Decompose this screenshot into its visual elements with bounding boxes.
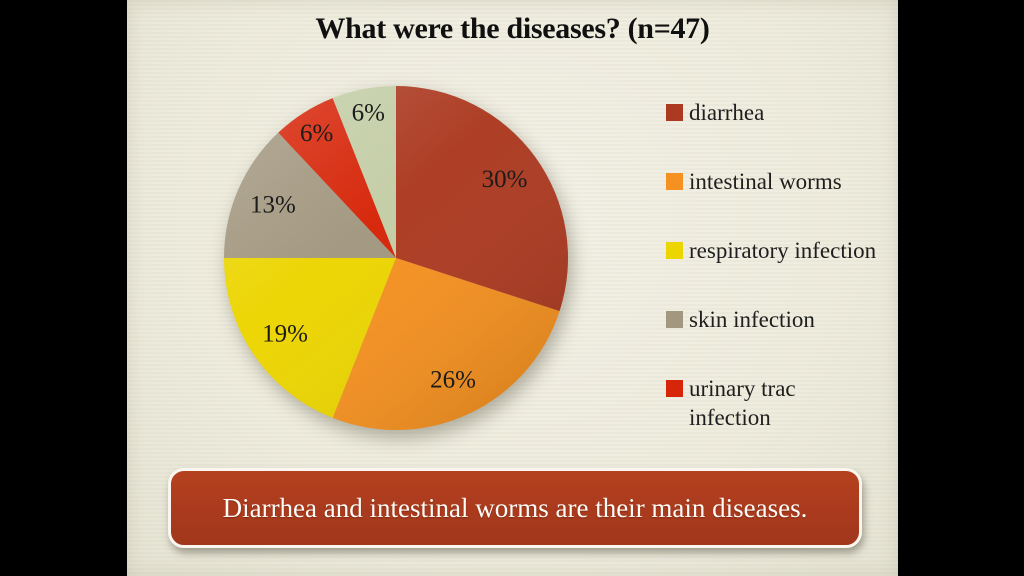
legend-label: respiratory infection xyxy=(689,238,877,263)
legend-item-skin-infection: skin infection xyxy=(666,305,881,374)
conclusion-text: Diarrhea and intestinal worms are their … xyxy=(222,493,808,523)
legend-item-diarrhea: diarrhea xyxy=(666,98,881,167)
presentation-slide: What were the diseases? (n=47) 30% 26% 19%… xyxy=(127,0,898,576)
slide-title: What were the diseases? (n=47) xyxy=(315,12,710,45)
legend-swatch xyxy=(666,242,683,259)
legend-swatch xyxy=(666,173,683,190)
pie-chart-svg: 30% 26% 19% 13% 6% 6% xyxy=(224,86,568,430)
legend-swatch xyxy=(666,380,683,397)
pie-percent-label: 13% xyxy=(250,192,296,219)
letterbox-bar-right xyxy=(898,0,1024,576)
legend-swatch xyxy=(666,311,683,328)
pie-percent-label: 19% xyxy=(262,320,308,347)
pie-percent-label: 6% xyxy=(352,100,385,127)
legend-item-intestinal-worms: intestinal worms xyxy=(666,167,881,236)
legend-label: intestinal worms xyxy=(689,169,842,194)
legend-label: skin infection xyxy=(689,307,815,332)
legend-label: diarrhea xyxy=(689,100,765,125)
chart-legend: diarrhea intestinal worms respiratory infe… xyxy=(666,98,881,443)
pie-percent-label: 30% xyxy=(482,166,528,193)
legend-swatch xyxy=(666,104,683,121)
pie-percent-label: 26% xyxy=(430,366,476,393)
pie-chart: 30% 26% 19% 13% 6% 6% xyxy=(196,58,596,458)
legend-label: urinary trac infection xyxy=(689,376,796,430)
legend-item-respiratory-infection: respiratory infection xyxy=(666,236,881,305)
letterbox-bar-left xyxy=(0,0,127,576)
conclusion-banner: Diarrhea and intestinal worms are their … xyxy=(168,468,862,548)
pie-percent-label: 6% xyxy=(300,120,333,147)
legend-item-urinary-trac-infection: urinary trac infection xyxy=(666,374,881,443)
